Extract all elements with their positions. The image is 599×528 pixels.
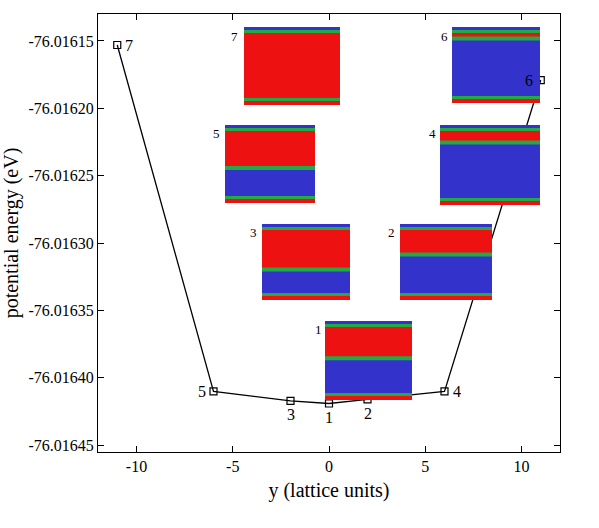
svg-text:1: 1 [315,322,322,337]
svg-text:1: 1 [325,409,333,426]
svg-text:-76.01620: -76.01620 [28,100,93,117]
svg-text:-76.01640: -76.01640 [28,369,93,386]
svg-text:potential energy (eV): potential energy (eV) [0,148,23,319]
svg-text:-5: -5 [226,458,239,475]
svg-text:7: 7 [231,29,238,44]
svg-text:-76.01645: -76.01645 [28,437,93,454]
svg-text:5: 5 [213,126,220,141]
svg-text:-76.01615: -76.01615 [28,33,93,50]
svg-text:7: 7 [125,37,133,54]
svg-text:5: 5 [198,383,206,400]
svg-text:-10: -10 [126,458,147,475]
svg-text:2: 2 [388,225,395,240]
svg-text:5: 5 [421,458,429,475]
svg-text:-76.01630: -76.01630 [28,235,93,252]
svg-text:-76.01635: -76.01635 [28,302,93,319]
svg-text:-76.01625: -76.01625 [28,167,93,184]
svg-text:y (lattice units): y (lattice units) [268,479,389,502]
svg-text:10: 10 [514,458,530,475]
svg-text:6: 6 [525,72,533,89]
svg-text:4: 4 [429,126,436,141]
svg-text:4: 4 [453,383,461,400]
svg-text:3: 3 [287,406,295,423]
svg-text:3: 3 [250,225,257,240]
svg-text:6: 6 [441,29,448,44]
svg-text:2: 2 [364,405,372,422]
svg-text:0: 0 [325,458,333,475]
